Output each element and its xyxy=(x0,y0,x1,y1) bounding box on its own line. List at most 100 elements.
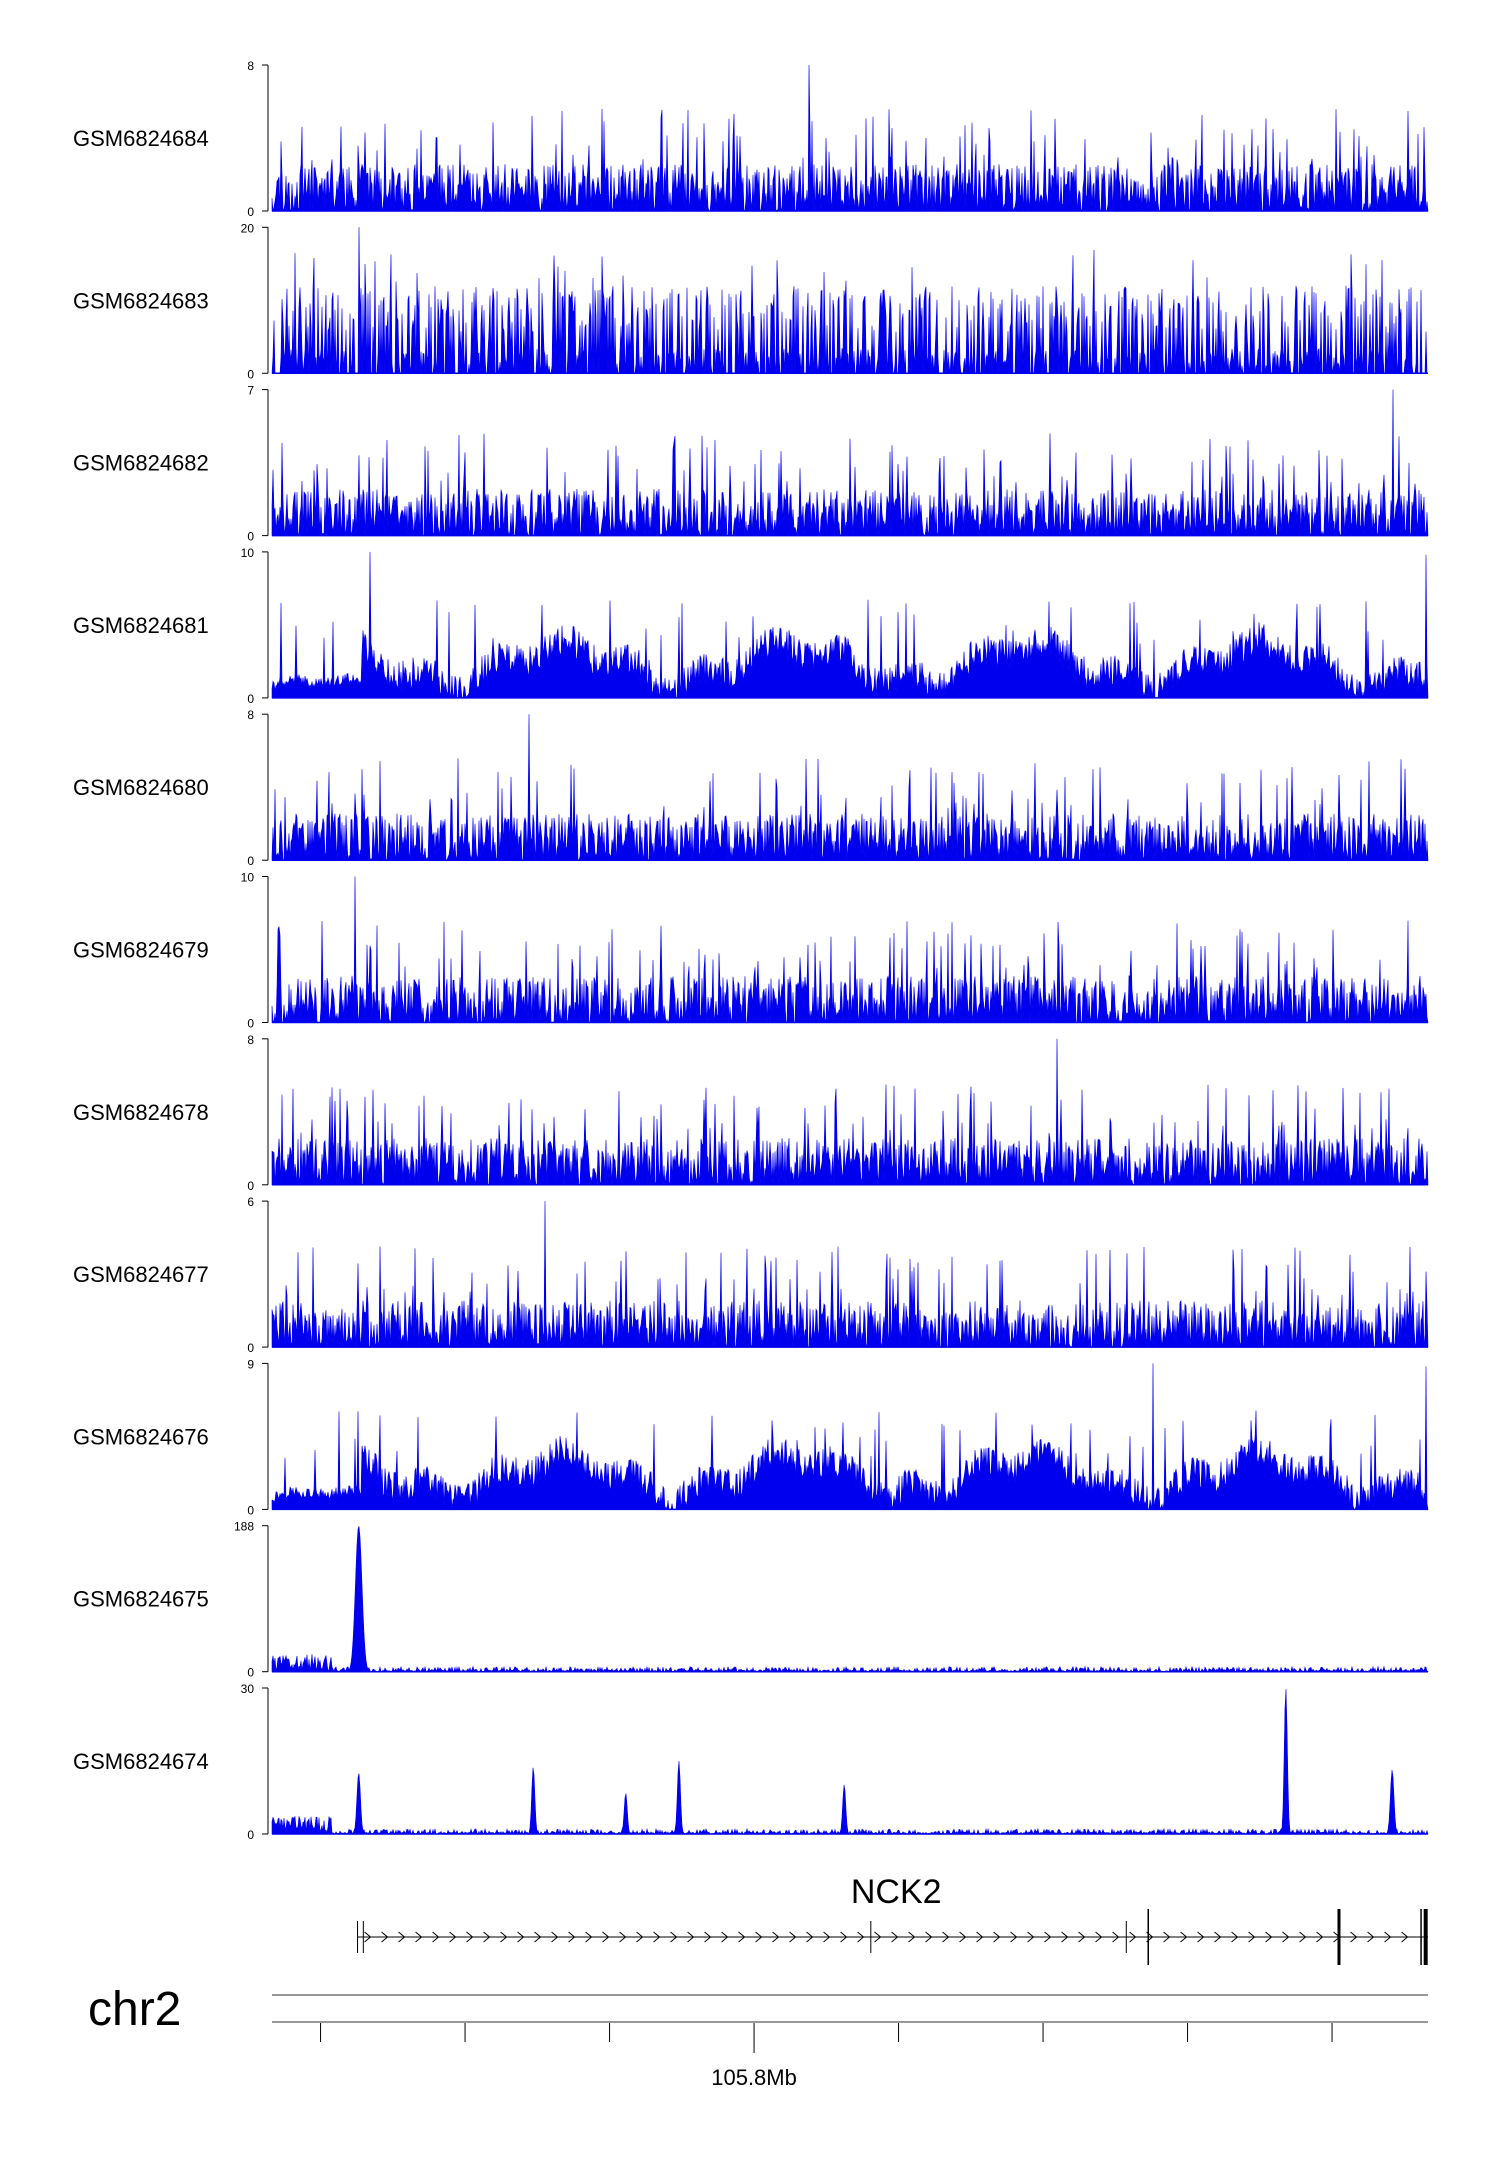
y-min-label: 0 xyxy=(247,1828,254,1842)
strand-arrow xyxy=(738,1931,746,1943)
track-GSM6824681: GSM6824681 10 0 xyxy=(73,546,1429,706)
track-GSM6824682: GSM6824682 7 0 xyxy=(73,384,1429,544)
strand-arrow xyxy=(670,1931,678,1943)
strand-arrow xyxy=(534,1931,542,1943)
strand-arrow xyxy=(721,1931,729,1943)
gene-annotation-track: NCK2 xyxy=(357,1873,1428,1965)
track-GSM6824680: GSM6824680 8 0 xyxy=(73,708,1429,868)
gene-exon xyxy=(357,1921,359,1953)
strand-arrow xyxy=(568,1931,576,1943)
y-min-label: 0 xyxy=(247,530,254,544)
y-min-label: 0 xyxy=(247,692,254,706)
track-label: GSM6824680 xyxy=(73,775,209,800)
y-max-label: 8 xyxy=(247,59,254,73)
y-min-label: 0 xyxy=(247,854,254,868)
strand-arrow xyxy=(415,1931,423,1943)
strand-arrow xyxy=(1265,1931,1273,1943)
strand-arrow xyxy=(381,1931,389,1943)
signal-area xyxy=(271,714,1429,862)
track-GSM6824676: GSM6824676 9 0 xyxy=(73,1357,1429,1517)
gene-exon xyxy=(362,1921,364,1953)
y-max-label: 20 xyxy=(241,221,255,235)
strand-arrow xyxy=(1197,1931,1205,1943)
y-min-label: 0 xyxy=(247,1017,254,1031)
track-GSM6824683: GSM6824683 20 0 xyxy=(73,221,1428,381)
strand-arrow xyxy=(500,1931,508,1943)
strand-arrow xyxy=(857,1931,865,1943)
y-max-label: 7 xyxy=(247,384,254,398)
strand-arrow xyxy=(1248,1931,1256,1943)
y-max-label: 8 xyxy=(247,708,254,722)
y-min-label: 0 xyxy=(247,367,254,381)
strand-arrow xyxy=(959,1931,967,1943)
track-label: GSM6824677 xyxy=(73,1262,209,1287)
strand-arrow xyxy=(602,1931,610,1943)
track-label: GSM6824681 xyxy=(73,613,209,638)
strand-arrow xyxy=(908,1931,916,1943)
track-label: GSM6824676 xyxy=(73,1424,209,1449)
signal-area xyxy=(271,876,1429,1024)
strand-arrow xyxy=(942,1931,950,1943)
track-label: GSM6824682 xyxy=(73,451,209,476)
strand-arrow xyxy=(551,1931,559,1943)
signal-area xyxy=(271,389,1429,537)
gene-name-label: NCK2 xyxy=(851,1873,942,1911)
strand-arrow xyxy=(432,1931,440,1943)
strand-arrow xyxy=(449,1931,457,1943)
strand-arrow xyxy=(1078,1931,1086,1943)
y-max-label: 188 xyxy=(234,1520,254,1534)
track-GSM6824684: GSM6824684 8 0 xyxy=(73,59,1429,219)
track-GSM6824677: GSM6824677 6 0 xyxy=(73,1195,1429,1355)
strand-arrow xyxy=(1231,1931,1239,1943)
strand-arrow xyxy=(1282,1931,1290,1943)
strand-arrow xyxy=(1112,1931,1120,1943)
track-label: GSM6824675 xyxy=(73,1587,209,1612)
strand-arrow xyxy=(1367,1931,1375,1943)
strand-arrow xyxy=(976,1931,984,1943)
y-max-label: 10 xyxy=(241,546,255,560)
strand-arrow xyxy=(364,1931,372,1943)
strand-arrow xyxy=(891,1931,899,1943)
y-max-label: 6 xyxy=(247,1195,254,1209)
axis-tick-label: 105.8Mb xyxy=(711,2065,797,2090)
strand-arrow xyxy=(1010,1931,1018,1943)
strand-arrow xyxy=(823,1931,831,1943)
strand-arrow xyxy=(483,1931,491,1943)
gene-exon xyxy=(1147,1909,1149,1965)
strand-arrow xyxy=(789,1931,797,1943)
strand-arrow xyxy=(636,1931,644,1943)
gene-exon xyxy=(1125,1921,1127,1953)
strand-arrow xyxy=(874,1931,882,1943)
y-min-label: 0 xyxy=(247,1666,254,1680)
track-label: GSM6824674 xyxy=(73,1749,209,1774)
genomic-coordinate-axis: 105.8Mb xyxy=(320,2023,1333,2090)
strand-arrow xyxy=(840,1931,848,1943)
signal-area xyxy=(271,1038,1429,1186)
gene-exon xyxy=(1337,1909,1341,1965)
track-label: GSM6824679 xyxy=(73,938,209,963)
track-GSM6824674: GSM6824674 30 0 xyxy=(73,1682,1429,1842)
y-max-label: 9 xyxy=(247,1357,254,1371)
gene-exon xyxy=(870,1921,872,1953)
track-label: GSM6824683 xyxy=(73,288,209,313)
strand-arrow xyxy=(517,1931,525,1943)
track-label: GSM6824678 xyxy=(73,1100,209,1125)
strand-arrow xyxy=(704,1931,712,1943)
strand-arrow xyxy=(1316,1931,1324,1943)
y-min-label: 0 xyxy=(247,1179,254,1193)
strand-arrow xyxy=(1401,1931,1409,1943)
signal-tracks: GSM682468480GSM6824683200GSM682468270GSM… xyxy=(73,59,1429,1842)
strand-arrow xyxy=(1095,1931,1103,1943)
chromosome-label: chr2 xyxy=(88,1983,181,2036)
signal-area xyxy=(271,64,1429,213)
strand-arrow xyxy=(1180,1931,1188,1943)
signal-area xyxy=(271,1689,1429,1836)
strand-arrow xyxy=(1214,1931,1222,1943)
strand-arrow xyxy=(925,1931,933,1943)
signal-area xyxy=(271,551,1429,699)
strand-arrow xyxy=(993,1931,1001,1943)
gene-exon xyxy=(1423,1909,1428,1965)
y-max-label: 8 xyxy=(247,1033,254,1047)
strand-arrow xyxy=(1384,1931,1392,1943)
